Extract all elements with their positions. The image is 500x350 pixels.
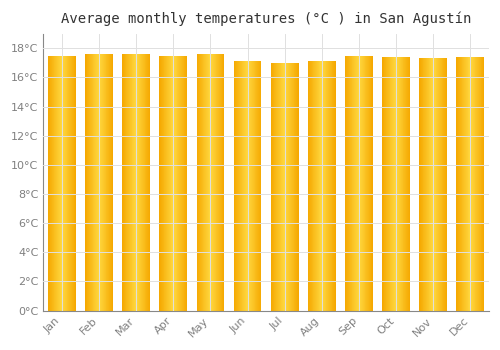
Title: Average monthly temperatures (°C ) in San Agustín: Average monthly temperatures (°C ) in Sa… — [61, 11, 472, 26]
